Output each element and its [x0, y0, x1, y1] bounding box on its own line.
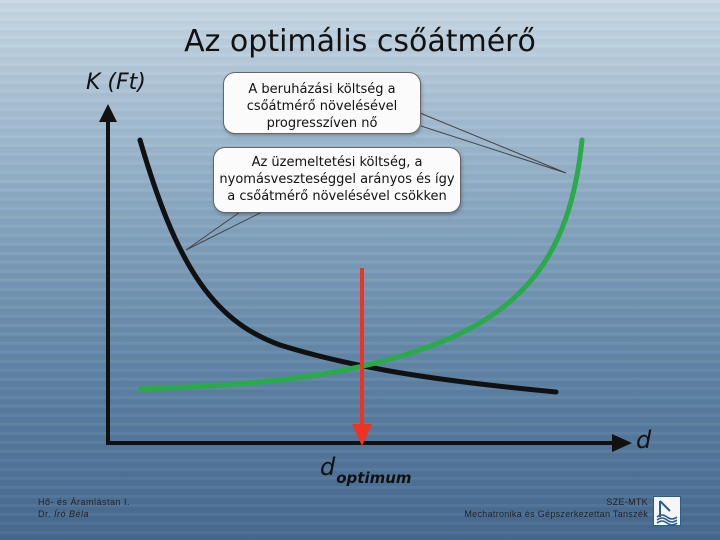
- optimum-symbol: d: [320, 453, 336, 481]
- y-axis-arrowhead: [99, 104, 117, 122]
- operating-cost-callout: Az üzemeltetési költség, a nyomásvesztes…: [213, 147, 461, 213]
- optimum-subscript: optimum: [336, 469, 412, 487]
- x-axis-arrowhead: [612, 434, 632, 452]
- footer-faculty: SZE-MTK: [606, 497, 648, 507]
- investment-cost-curve: [137, 137, 585, 392]
- footer-institution: SZE-MTK Mechatronika és Gépszerkezettan …: [464, 496, 648, 520]
- footer-course-info: Hő- és Áramlástan I. Dr. Író Béla: [38, 496, 130, 520]
- callout-1-pointer: [419, 112, 567, 174]
- investment-cost-callout: A beruházási költség a csőátmérő növelés…: [223, 72, 421, 134]
- footer-course: Hő- és Áramlástan I.: [38, 497, 131, 507]
- callout-line: A beruházási költség a: [248, 82, 396, 97]
- footer-author-prefix: Dr.: [38, 509, 55, 519]
- y-axis-label: K (Ft): [86, 70, 146, 95]
- callout-line: progresszíven nő: [266, 116, 378, 131]
- callout-2-pointer: [185, 211, 263, 251]
- footer-author-name: Író Béla: [54, 509, 90, 519]
- page-title: Az optimális csőátmérő: [184, 24, 536, 59]
- callout-line: csőátmérő növelésével: [246, 99, 398, 114]
- footer-department: Mechatronika és Gépszerkezettan Tanszék: [464, 509, 648, 519]
- optimum-arrowhead: [352, 424, 372, 446]
- x-axis-label: d: [636, 426, 652, 454]
- operating-cost-curve: [137, 137, 559, 395]
- callout-line: nyomásveszteséggel arányos és így: [219, 172, 455, 187]
- callout-line: a csőátmérő növelésével csökken: [227, 189, 447, 204]
- optimum-label: doptimum: [320, 453, 412, 487]
- footer-author: Dr. Író Béla: [38, 508, 130, 520]
- callout-line: Az üzemeltetési költség, a: [251, 155, 423, 170]
- university-logo-icon: [653, 496, 681, 526]
